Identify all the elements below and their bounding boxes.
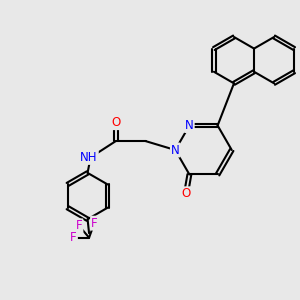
Text: N: N [171,143,180,157]
Text: O: O [111,116,120,129]
Text: F: F [70,231,77,244]
Text: F: F [76,219,83,232]
Text: N: N [185,119,194,132]
Text: NH: NH [80,151,98,164]
Text: O: O [182,187,191,200]
Text: F: F [91,217,98,230]
